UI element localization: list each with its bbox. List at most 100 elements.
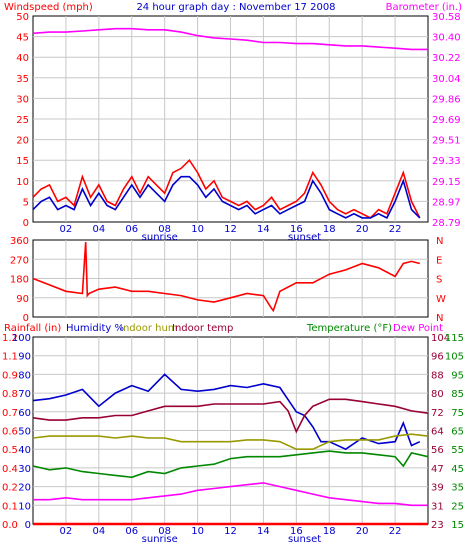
legend-label-1: Rainfall (in) <box>4 323 61 334</box>
legend-label-2: Humidity % <box>66 323 124 334</box>
indoor-temp-tick-label: 47 <box>431 464 444 475</box>
direction-tick-label: 90 <box>16 294 29 305</box>
left-tick-label: 45 <box>16 33 29 44</box>
right-tick-label: 29.51 <box>432 136 461 147</box>
x-tick-label: 20 <box>356 224 369 235</box>
indoor-temp-tick-label: 56 <box>431 445 444 456</box>
climate-series-3 <box>32 433 429 451</box>
indoor-temp-tick-label: 80 <box>431 389 444 400</box>
x-tick-label: 06 <box>125 224 138 235</box>
wind-panel-series-2 <box>32 175 421 219</box>
rain-tick-label: 0.7 <box>2 408 18 419</box>
x-tick-label-lower: 14 <box>257 526 270 537</box>
temperature-tick-label: 75 <box>451 408 464 419</box>
indoor-temp-tick-label: 72 <box>431 408 444 419</box>
x-tick-label: 02 <box>60 224 73 235</box>
x-tick-label: 08 <box>158 224 171 235</box>
left-tick-label: 25 <box>16 115 29 126</box>
right-axis-label: Barometer (in.) <box>386 2 462 13</box>
left-tick-label: 15 <box>16 156 29 167</box>
right-tick-label: 28.97 <box>432 197 461 208</box>
wind-panel-series-3 <box>32 27 428 51</box>
x-tick-label-lower: 02 <box>60 526 73 537</box>
right-tick-label: 29.15 <box>432 177 461 188</box>
rain-tick-label: 0.5 <box>2 445 18 456</box>
left-tick-label: 35 <box>16 74 29 85</box>
rain-tick-label: 0.1 <box>2 501 18 512</box>
chart-title: 24 hour graph day : November 17 2008 <box>136 2 335 13</box>
rain-tick-label: 0.2 <box>2 483 18 494</box>
indoor-temp-tick-label: 64 <box>431 427 444 438</box>
temperature-tick-label: 45 <box>451 464 464 475</box>
left-tick-label: 50 <box>16 12 29 23</box>
indoor-temp-tick-label: 104 <box>431 333 450 344</box>
sunrise-label: sunrise <box>142 232 178 243</box>
humidity-tick-label: 80 <box>18 370 31 381</box>
x-tick-label-lower: 06 <box>125 526 138 537</box>
humidity-tick-label: 20 <box>18 483 31 494</box>
left-axis-label: Windspeed (mph) <box>4 2 93 13</box>
right-tick-label: 29.33 <box>432 156 461 167</box>
left-tick-label: 5 <box>23 197 29 208</box>
right-tick-label: 28.79 <box>432 218 461 229</box>
direction-tick-label: 180 <box>10 275 29 286</box>
direction-tick-label: 0 <box>23 313 29 324</box>
temperature-tick-label: 25 <box>451 501 464 512</box>
direction-tick-label: 270 <box>10 255 29 266</box>
temperature-tick-label: 65 <box>451 427 464 438</box>
right-tick-label: 30.22 <box>432 53 461 64</box>
left-tick-label: 0 <box>23 218 29 229</box>
x-tick-label: 14 <box>257 224 270 235</box>
x-tick-label: 04 <box>92 224 105 235</box>
humidity-tick-label: 50 <box>18 427 31 438</box>
rain-tick-label: 0.6 <box>2 427 18 438</box>
x-tick-label: 10 <box>191 224 204 235</box>
right-tick-label: 30.40 <box>432 33 461 44</box>
legend-dew-point: Dew Point <box>393 323 443 334</box>
right-tick-label: 29.69 <box>432 115 461 126</box>
x-tick-label-lower: 20 <box>356 526 369 537</box>
temperature-tick-label: 35 <box>451 483 464 494</box>
indoor-temp-tick-label: 23 <box>431 520 444 531</box>
x-tick-label-lower: 16 <box>290 526 303 537</box>
climate-series-2 <box>32 398 429 434</box>
climate-series-5 <box>33 482 428 507</box>
x-tick-label: 12 <box>224 224 237 235</box>
humidity-tick-label: 0 <box>25 520 31 531</box>
indoor-temp-tick-label: 88 <box>431 370 444 381</box>
sunrise-label-lower: sunrise <box>142 534 178 545</box>
rain-tick-label: 1.2 <box>2 333 18 344</box>
right-tick-label: 30.58 <box>432 12 461 23</box>
rain-tick-label: 0.8 <box>2 389 18 400</box>
temperature-tick-label: 15 <box>451 520 464 531</box>
humidity-tick-label: 70 <box>18 389 31 400</box>
temperature-tick-label: 105 <box>445 352 464 363</box>
wind-direction-series <box>32 242 420 313</box>
left-tick-label: 30 <box>16 94 29 105</box>
compass-tick-label: S <box>436 275 442 286</box>
x-tick-label-lower: 22 <box>389 526 402 537</box>
compass-tick-label: E <box>436 255 442 266</box>
x-tick-label-lower: 12 <box>224 526 237 537</box>
climate-series-1 <box>32 373 421 451</box>
compass-tick-label: N <box>436 236 443 247</box>
sunset-label: sunset <box>288 232 321 243</box>
humidity-tick-label: 40 <box>18 445 31 456</box>
indoor-temp-tick-label: 39 <box>431 483 444 494</box>
indoor-temp-tick-label: 31 <box>431 501 444 512</box>
left-tick-label: 20 <box>16 136 29 147</box>
sunset-label-lower: sunset <box>288 534 321 545</box>
humidity-tick-label: 30 <box>18 464 31 475</box>
rain-tick-label: 0.4 <box>2 464 18 475</box>
rain-tick-label: 1.1 <box>2 352 18 363</box>
x-tick-label-lower: 08 <box>158 526 171 537</box>
x-tick-label: 18 <box>323 224 336 235</box>
direction-tick-label: 360 <box>10 236 29 247</box>
right-tick-label: 29.86 <box>432 94 461 105</box>
legend-label-4: Indoor temp <box>172 323 233 334</box>
rain-tick-label: 0.9 <box>2 370 18 381</box>
temperature-tick-label: 95 <box>451 370 464 381</box>
right-tick-label: 30.04 <box>432 74 461 85</box>
